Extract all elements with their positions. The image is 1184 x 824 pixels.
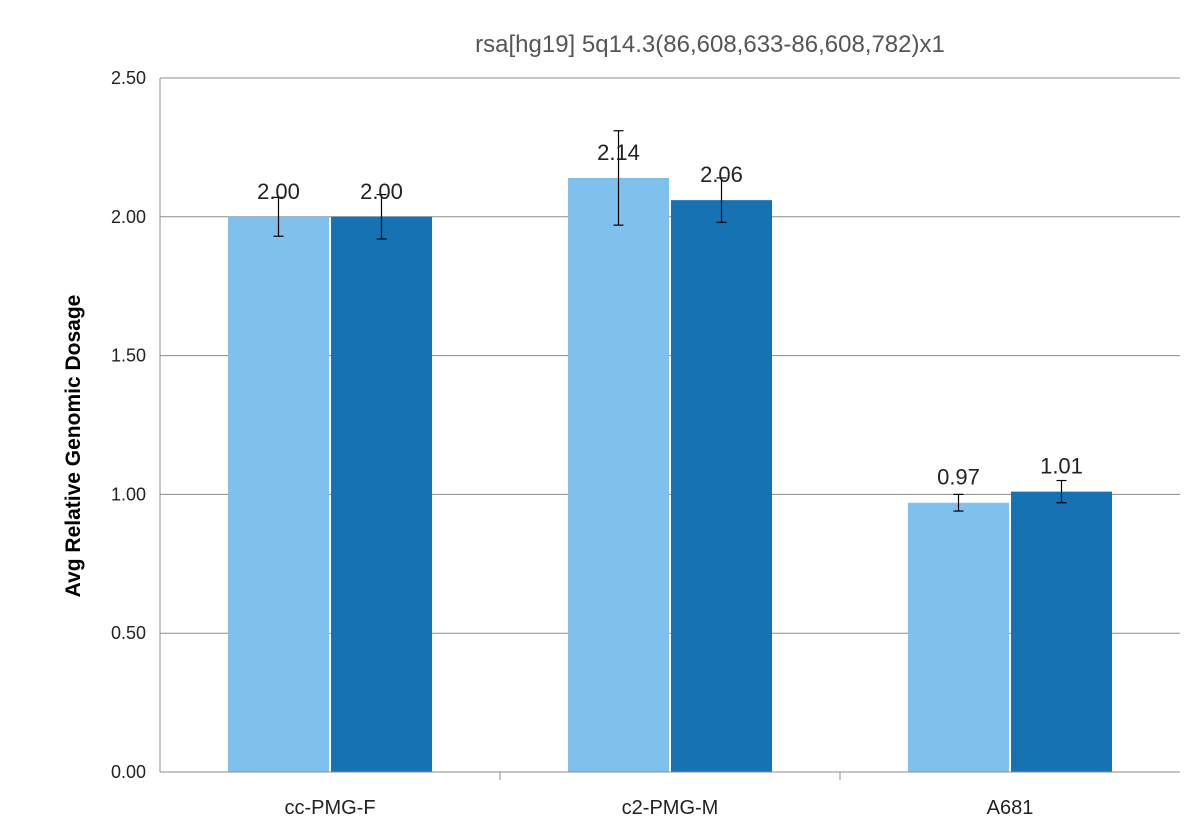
y-tick-label: 1.50 [111, 346, 146, 366]
bar-c2-pmg-m-series-1 [568, 177, 669, 772]
error-bars [273, 130, 1067, 512]
y-axis-label: Avg Relative Genomic Dosage [62, 295, 85, 598]
x-category-label: c2-PMG-M [622, 797, 719, 819]
y-tick-label: 1.00 [111, 484, 146, 504]
data-label: 0.97 [937, 465, 980, 490]
y-tick-label: 0.00 [111, 762, 146, 782]
data-label: 2.06 [700, 162, 743, 187]
y-tick-label: 2.50 [111, 68, 146, 88]
data-labels: 2.00 2.00 2.14 2.06 0.97 1.01 [257, 140, 1083, 490]
bar-cc-pmg-f-series-1 [228, 216, 329, 773]
x-category-label: cc-PMG-F [284, 797, 375, 819]
bars [228, 177, 1112, 773]
y-tick-label: 2.00 [111, 207, 146, 227]
x-axis: cc-PMG-F c2-PMG-M A681 [159, 78, 1180, 819]
data-label: 2.00 [257, 179, 300, 204]
bar-cc-pmg-f-series-2 [331, 216, 432, 773]
data-label: 1.01 [1040, 454, 1083, 479]
chart-title: rsa[hg19] 5q14.3(86,608,633-86,608,782)x… [475, 31, 945, 58]
y-axis-ticks: 0.00 0.50 1.00 1.50 2.00 2.50 [111, 68, 146, 782]
gridlines [160, 77, 1180, 634]
x-category-label: A681 [987, 797, 1034, 819]
data-label: 2.14 [597, 140, 640, 165]
bar-a681-series-2 [1011, 491, 1112, 772]
data-label: 2.00 [360, 179, 403, 204]
y-tick-label: 0.50 [111, 623, 146, 643]
bar-c2-pmg-m-series-2 [671, 200, 772, 773]
bar-a681-series-1 [908, 502, 1009, 772]
